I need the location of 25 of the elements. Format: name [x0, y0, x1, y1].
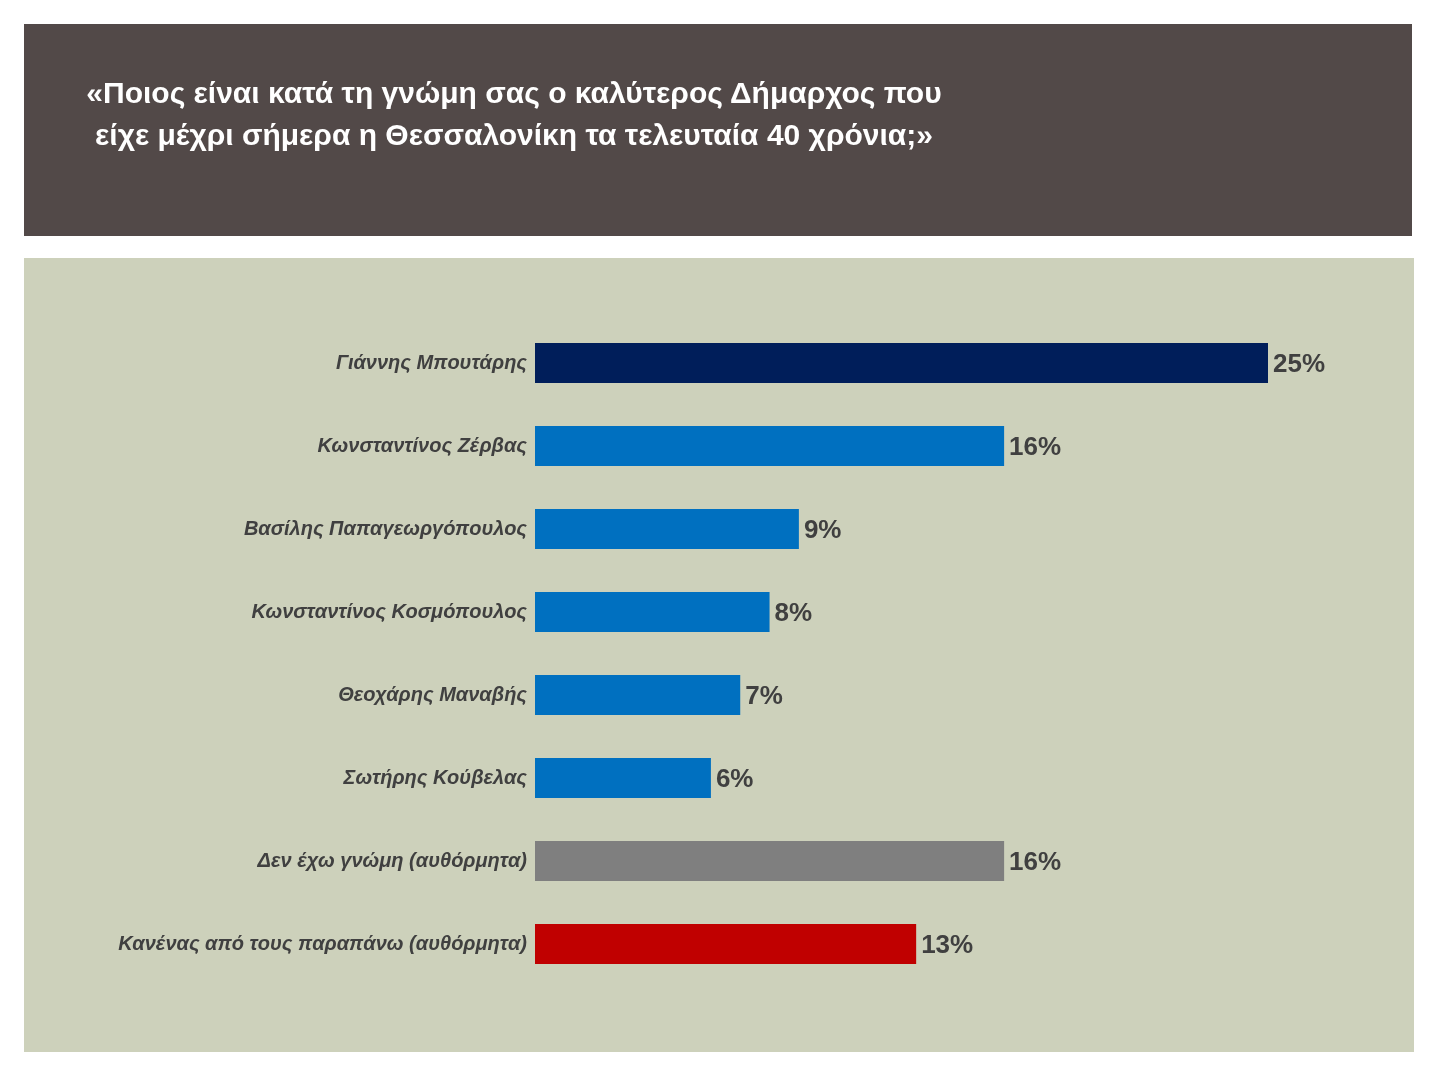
data-label: 6% — [715, 763, 754, 794]
bar — [535, 758, 711, 798]
bar — [535, 841, 1005, 881]
y-tick-label: Γιάννης Μπουτάρης — [336, 350, 528, 374]
data-label: 13% — [921, 929, 974, 960]
data-label: 9% — [803, 514, 842, 545]
chart-title: «Ποιος είναι κατά τη γνώμη σας ο καλύτερος Δήμαρχος που είχε μέχρι σήμερα η Θεσσαλονίκη τα τελευταία 40 χρόνια;» — [85, 75, 943, 153]
y-tick-label: Κωνσταντίνος Ζέρβας — [317, 433, 528, 457]
y-tick-label: Θεοχάρης Μαναβής — [338, 682, 528, 706]
data-label: 25% — [1273, 348, 1326, 379]
y-tick-label: Δεν έχω γνώμη (αυθόρμητα) — [256, 848, 528, 871]
y-tick-label: Βασίλης Παπαγεωργόπουλος — [243, 516, 528, 540]
data-label: 16% — [1009, 431, 1062, 462]
bar — [535, 675, 741, 715]
y-tick-label: Σωτήρης Κούβελας — [342, 765, 528, 789]
bar — [535, 343, 1268, 383]
bar — [535, 426, 1005, 466]
bar — [535, 592, 770, 632]
bar — [535, 924, 917, 964]
data-label: 7% — [745, 680, 783, 711]
y-tick-label: Κανένας από τους παραπάνω (αυθόρμητα) — [118, 931, 528, 955]
bar — [535, 509, 799, 549]
data-label: 16% — [1009, 846, 1062, 877]
data-label: 8% — [774, 597, 813, 628]
y-tick-label: Κωνσταντίνος Κοσμόπουλος — [251, 599, 528, 623]
